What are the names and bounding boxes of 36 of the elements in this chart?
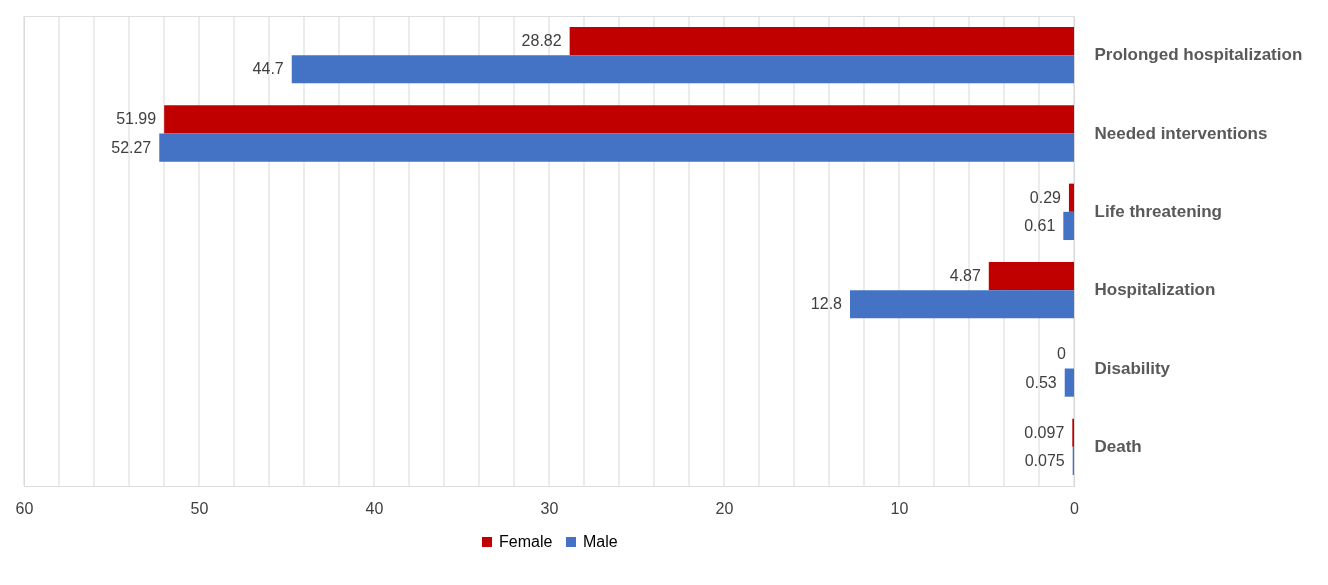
x-tick-label: 40 <box>365 499 384 517</box>
data-label: 44.7 <box>252 60 284 78</box>
data-label: 52.27 <box>111 138 152 156</box>
data-label: 12.8 <box>810 295 843 313</box>
x-tick-label: 10 <box>890 499 909 517</box>
data-label: 0.097 <box>1024 423 1065 441</box>
y-tick-label: Needed interventions <box>1094 123 1268 143</box>
x-tick-label: 60 <box>15 499 34 517</box>
data-label: 28.82 <box>521 32 562 50</box>
legend-label: Female <box>499 533 553 550</box>
y-tick-label: Hospitalization <box>1094 280 1216 300</box>
bar <box>850 290 1074 319</box>
bar <box>159 133 1074 162</box>
y-tick-label: Life threatening <box>1094 201 1223 221</box>
data-label: 0.075 <box>1024 451 1065 469</box>
y-tick-label: Death <box>1094 436 1142 456</box>
x-tick-label: 30 <box>540 499 559 517</box>
bar <box>164 105 1074 134</box>
data-label: 4.87 <box>949 267 981 285</box>
legend-label: Male <box>583 533 618 550</box>
y-tick-label: Disability <box>1094 358 1171 378</box>
data-label: 0.53 <box>1025 373 1057 391</box>
y-tick-label: Prolonged hospitalization <box>1094 45 1303 65</box>
data-label: 0.61 <box>1024 216 1056 234</box>
data-label: 0 <box>1057 345 1067 363</box>
data-label: 51.99 <box>116 110 157 128</box>
x-tick-label: 0 <box>1070 499 1080 517</box>
data-label: 0.29 <box>1029 188 1062 206</box>
x-tick-label: 20 <box>715 499 734 517</box>
bar <box>291 55 1074 84</box>
bar <box>569 26 1074 56</box>
bar <box>988 261 1074 291</box>
bar <box>1063 211 1074 241</box>
bar <box>1068 183 1074 212</box>
bar <box>1064 368 1074 397</box>
x-tick-label: 50 <box>190 499 209 517</box>
